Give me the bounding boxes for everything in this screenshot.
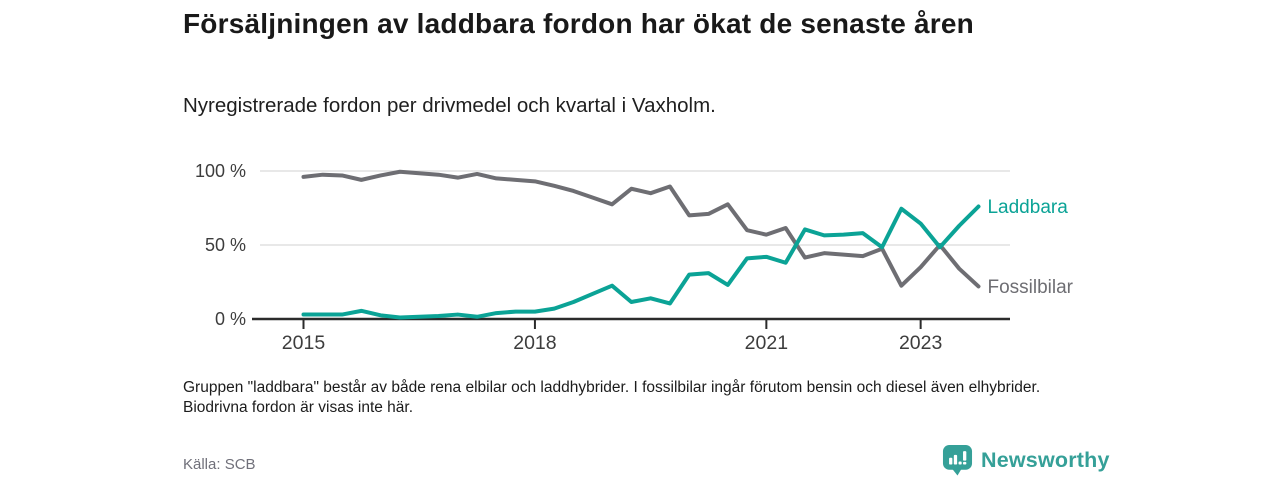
series-line-fossilbilar xyxy=(301,169,981,289)
logo-exclamation-bar xyxy=(963,451,967,461)
page-title: Försäljningen av laddbara fordon har öka… xyxy=(183,8,974,39)
chart-labels: 100 % 50 % 0 % 2015 2018 2021 2023 Fossilbilar L… xyxy=(195,161,1074,354)
series-line-laddbara xyxy=(301,204,981,320)
logo-bar-1 xyxy=(949,457,953,465)
y-axis-label-100: 100 % xyxy=(195,161,246,181)
source-label: Källa: SCB xyxy=(183,456,256,473)
newsworthy-logo-icon xyxy=(942,444,973,476)
chart-series xyxy=(301,169,981,320)
chart-subtitle: Nyregistrerade fordon per drivmedel och … xyxy=(183,94,716,117)
chart-gridlines xyxy=(260,170,1010,246)
series-label-laddbara: Laddbara xyxy=(987,197,1068,218)
x-axis-label-2021: 2021 xyxy=(745,332,788,354)
x-axis-label-2015: 2015 xyxy=(282,332,326,354)
series-label-fossilbilar: Fossilbilar xyxy=(987,277,1073,298)
chart-axis xyxy=(252,317,1010,329)
newsworthy-logo[interactable]: Newsworthy xyxy=(942,444,1110,476)
logo-exclamation-dot xyxy=(963,461,967,465)
footnote: Gruppen "laddbara" består av både rena e… xyxy=(183,379,1041,416)
x-axis-label-2023: 2023 xyxy=(899,332,942,354)
y-axis-label-50: 50 % xyxy=(205,235,246,255)
newsworthy-logo-text: Newsworthy xyxy=(981,447,1110,472)
x-axis-label-2018: 2018 xyxy=(513,332,556,354)
logo-dot xyxy=(958,461,962,465)
logo-bar-2 xyxy=(953,454,958,465)
y-axis-label-0: 0 % xyxy=(215,309,246,329)
